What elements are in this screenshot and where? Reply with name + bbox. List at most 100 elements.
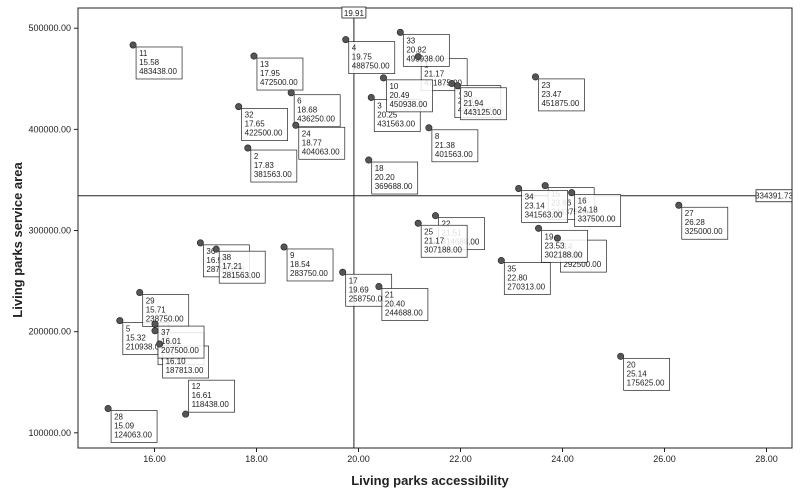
point-id-label: 29 <box>146 296 155 305</box>
point-label-box <box>623 357 670 391</box>
point-id-label: 37 <box>161 328 170 337</box>
x-tick-label: 26.00 <box>653 454 676 464</box>
point-y-label: 283750.00 <box>290 269 328 278</box>
data-point-29 <box>136 288 144 296</box>
data-point-25 <box>414 219 422 227</box>
point-id-label: 17 <box>349 276 358 285</box>
y-tick-label: 100000.00 <box>28 428 71 438</box>
point-id-label: 28 <box>114 412 123 421</box>
x-tick-label: 20.00 <box>347 454 370 464</box>
data-point-13 <box>250 52 258 60</box>
point-y-label: 443125.00 <box>463 108 501 117</box>
point-x-label: 23.53 <box>545 241 566 250</box>
point-x-label: 15.32 <box>126 334 147 343</box>
point-y-label: 483438.00 <box>139 67 177 76</box>
data-point-9 <box>280 243 288 251</box>
data-point-26 <box>151 327 159 335</box>
point-y-label: 471875.00 <box>424 79 462 88</box>
point-label-box <box>241 108 288 141</box>
point-x-label: 24.18 <box>578 206 599 215</box>
point-y-label: 210938.00 <box>126 343 164 352</box>
x-tick-label: 28.00 <box>755 454 778 464</box>
point-y-label: 187813.00 <box>166 366 204 375</box>
point-x-label: 20.49 <box>389 91 410 100</box>
point-y-label: 404063.00 <box>302 147 340 156</box>
point-label-box <box>250 149 298 183</box>
point-y-label: 302188.00 <box>545 250 583 259</box>
point-label-box <box>286 248 334 282</box>
data-point-22 <box>432 212 440 220</box>
data-point-27 <box>675 201 683 209</box>
point-x-label: 22.80 <box>507 274 528 283</box>
data-point-38 <box>212 245 220 253</box>
point-y-label: 337500.00 <box>578 215 616 224</box>
point-label-box <box>681 206 729 240</box>
plot-area <box>77 7 793 449</box>
point-label-box <box>110 410 158 443</box>
point-id-label: 6 <box>297 97 302 106</box>
point-id-label: 34 <box>525 192 534 201</box>
point-y-label: 118438.00 <box>192 400 230 409</box>
point-x-label: 19.75 <box>352 53 373 62</box>
data-point-16 <box>568 189 576 197</box>
data-points <box>104 28 683 418</box>
point-id-label: 5 <box>126 325 131 334</box>
data-point-1 <box>414 53 422 61</box>
data-point-3 <box>367 93 375 101</box>
point-y-label: 488750.00 <box>352 62 390 71</box>
point-label-box <box>431 129 479 163</box>
y-tick-label: 400000.00 <box>28 124 71 134</box>
point-y-label: 270313.00 <box>507 283 545 292</box>
point-id-label: 3 <box>377 101 382 110</box>
data-point-10 <box>379 74 387 82</box>
data-point-30 <box>453 82 461 90</box>
point-id-label: 18 <box>375 164 384 173</box>
point-x-label: 26.28 <box>685 218 706 227</box>
y-axis-title: Living parks service area <box>10 162 25 318</box>
point-label-box <box>503 262 551 295</box>
x-reference-label-box <box>341 6 367 19</box>
data-point-12 <box>182 410 190 418</box>
point-y-label: 436250.00 <box>297 115 335 124</box>
point-y-label: 422500.00 <box>245 129 283 138</box>
point-id-label: 20 <box>627 360 636 369</box>
point-id-label: 22 <box>442 220 451 229</box>
data-point-31 <box>156 340 164 348</box>
point-x-label: 20.40 <box>385 299 406 308</box>
point-x-label: 17.21 <box>222 262 243 271</box>
point-id-label: 35 <box>507 265 516 274</box>
point-y-label: 281563.00 <box>222 271 260 280</box>
point-id-label: 16 <box>578 197 587 206</box>
x-axis-title: Living parks accessibility <box>351 473 509 488</box>
point-label-box <box>538 78 585 112</box>
data-point-5 <box>116 317 124 325</box>
point-label-box <box>348 41 396 74</box>
point-id-label: 30 <box>463 90 472 99</box>
point-label-box <box>298 126 346 160</box>
point-label-box <box>188 379 235 413</box>
data-point-28 <box>104 404 112 412</box>
point-y-label: 344375.00 <box>551 208 589 217</box>
point-y-label: 238750.00 <box>146 314 184 323</box>
y-reference-label-box <box>755 189 793 203</box>
point-label-box <box>293 94 341 128</box>
data-point-32 <box>235 103 243 111</box>
point-id-label: 24 <box>302 129 311 138</box>
point-x-label: 16.01 <box>161 337 182 346</box>
point-y-label: 450938.00 <box>389 100 427 109</box>
point-label-box <box>142 294 190 327</box>
point-y-label: 369688.00 <box>375 182 413 191</box>
point-label-box <box>371 161 419 195</box>
point-x-label: 21.17 <box>424 236 445 245</box>
